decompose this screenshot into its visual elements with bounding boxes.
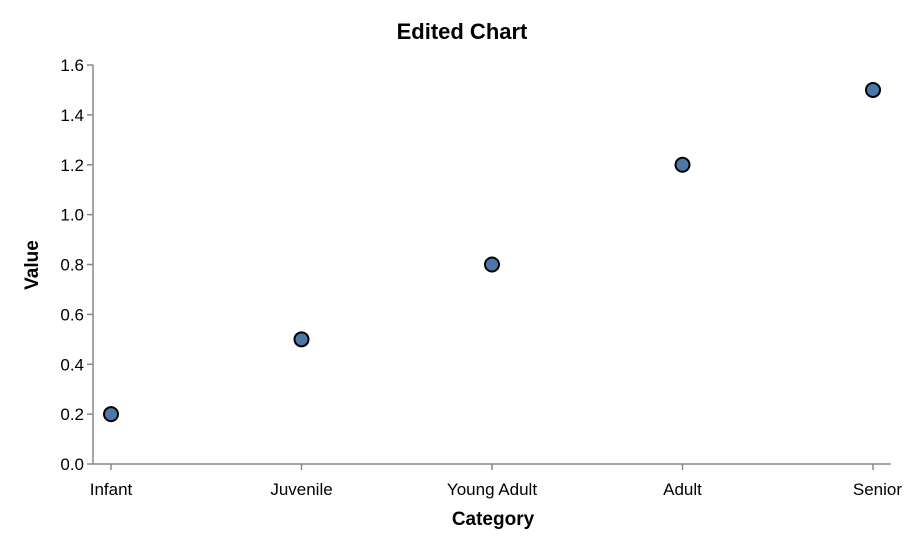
y-tick-label: 0.0 [60,455,84,474]
data-points [103,81,881,423]
x-axis-title: Category [452,509,535,530]
x-tick-label: Young Adult [447,480,537,499]
data-point [103,406,119,423]
data-point [484,256,500,273]
data-point [293,331,310,348]
y-tick-label: 0.2 [60,405,84,424]
data-point [865,81,881,98]
y-tick-label: 0.8 [60,256,84,275]
y-axis-title: Value [22,240,43,290]
y-tick-label: 1.0 [60,206,84,225]
chart-title: Edited Chart [397,19,528,44]
x-tick-label: Juvenile [270,480,332,499]
data-point [674,156,691,173]
x-axis: Infant Juvenile Young Adult Adult Senior [90,463,902,499]
x-tick-label: Adult [663,480,702,499]
y-tick-label: 0.4 [60,355,84,374]
y-tick-label: 1.2 [60,156,84,175]
y-tick-label: 1.6 [60,56,84,75]
y-tick-label: 1.4 [60,106,84,125]
y-axis: 0.0 0.2 0.4 0.6 0.8 1.0 1.2 1.4 1.6 [60,56,94,474]
x-tick-label: Infant [90,480,133,499]
x-tick-label: Senior [853,480,902,499]
y-tick-label: 0.6 [60,305,84,324]
